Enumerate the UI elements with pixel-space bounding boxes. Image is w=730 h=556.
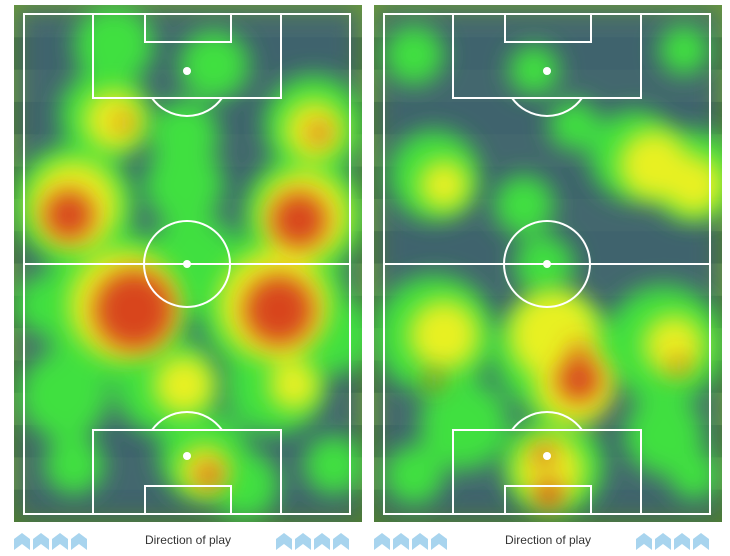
heat-spot — [309, 123, 329, 143]
direction-arrows-icon — [374, 533, 447, 550]
heat-spot — [509, 45, 559, 95]
heat-spot — [144, 145, 224, 225]
heat-spot — [419, 380, 509, 470]
heat-spot — [179, 30, 249, 100]
heat-spot — [419, 160, 469, 210]
center-spot — [183, 260, 191, 268]
heat-spot — [535, 481, 563, 509]
arrow-chevron — [412, 533, 428, 550]
arrow-chevron — [636, 533, 652, 550]
heat-spot — [384, 445, 444, 505]
heat-layer — [44, 115, 329, 487]
heat-spot — [304, 435, 362, 495]
six-yard-box-top — [504, 13, 592, 43]
six-yard-box-bottom — [144, 485, 232, 515]
heatmap-pitch-right — [374, 5, 722, 522]
penalty-spot-bottom — [183, 452, 191, 460]
heat-spot — [671, 357, 687, 373]
heat-spot — [384, 25, 444, 85]
direction-arrows-icon — [276, 533, 349, 550]
penalty-arc-top — [511, 97, 583, 117]
arrow-chevron — [431, 533, 447, 550]
six-yard-box-bottom — [504, 485, 592, 515]
arrow-chevron — [71, 533, 87, 550]
arrow-chevron — [33, 533, 49, 550]
heat-spot — [84, 90, 144, 150]
heat-spot — [271, 192, 327, 248]
arrow-chevron — [374, 533, 390, 550]
arrow-chevron — [14, 533, 30, 550]
direction-of-play-right: Direction of play — [374, 530, 722, 552]
penalty-arc-top — [151, 97, 223, 117]
heat-spot — [664, 155, 722, 215]
heat-spot — [659, 25, 709, 75]
penalty-spot-bottom — [543, 452, 551, 460]
heat-spot — [44, 435, 104, 495]
heat-spot — [409, 300, 479, 370]
heat-spot — [149, 100, 219, 170]
heat-spot — [94, 270, 174, 350]
direction-label: Direction of play — [504, 533, 592, 547]
heat-spot — [494, 175, 554, 235]
arrow-chevron — [314, 533, 330, 550]
penalty-spot-top — [543, 67, 551, 75]
arrow-chevron — [693, 533, 709, 550]
heat-spot — [19, 350, 109, 440]
heat-spot — [44, 190, 94, 240]
heat-spot — [116, 115, 132, 131]
heat-spot — [557, 358, 601, 402]
heat-spot — [571, 342, 587, 358]
heat-spot — [197, 463, 221, 487]
arrow-chevron — [276, 533, 292, 550]
penalty-arc-bottom — [151, 411, 223, 431]
heat-spot — [514, 435, 584, 505]
arrow-chevron — [674, 533, 690, 550]
heat-spot — [669, 450, 719, 500]
arrow-chevron — [393, 533, 409, 550]
arrow-chevron — [52, 533, 68, 550]
heat-spot — [644, 315, 704, 375]
center-spot — [543, 260, 551, 268]
heat-spot — [14, 275, 74, 335]
heat-spot — [244, 275, 314, 345]
penalty-spot-top — [183, 67, 191, 75]
six-yard-box-top — [144, 13, 232, 43]
direction-arrows-icon — [14, 533, 87, 550]
direction-of-play-left: Direction of play — [14, 530, 362, 552]
arrow-chevron — [295, 533, 311, 550]
heat-spot — [154, 355, 214, 415]
center-circle — [143, 220, 231, 308]
center-circle — [503, 220, 591, 308]
direction-arrows-icon — [636, 533, 709, 550]
direction-label: Direction of play — [144, 533, 232, 547]
heatmap-pitch-left — [14, 5, 362, 522]
arrow-chevron — [655, 533, 671, 550]
heat-spot — [269, 360, 319, 410]
heat-layer — [426, 342, 687, 509]
heat-spot — [426, 372, 442, 388]
penalty-arc-bottom — [511, 411, 583, 431]
arrow-chevron — [333, 533, 349, 550]
